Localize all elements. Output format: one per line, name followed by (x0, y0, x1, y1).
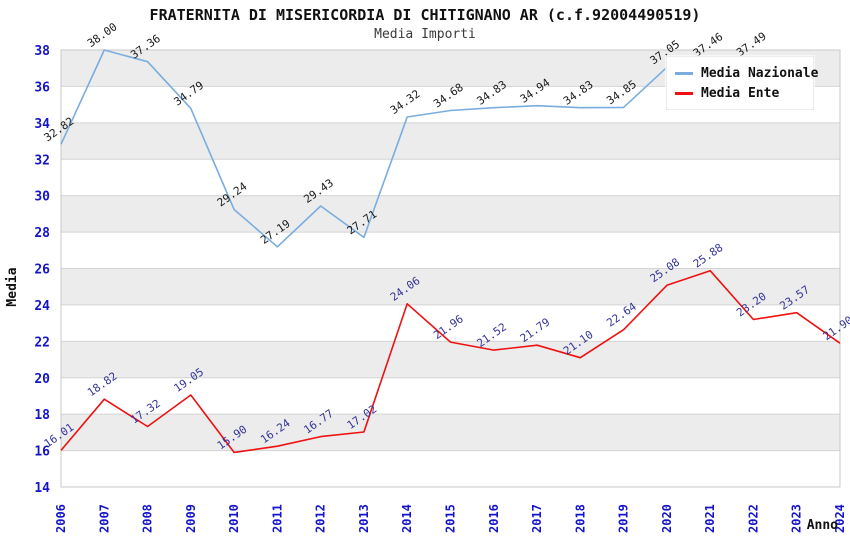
data-label-media-nazionale: 34.32 (388, 87, 423, 117)
plot-border (60, 49, 841, 488)
y-tick-label: 24 (34, 299, 50, 314)
data-label-media-ente: 21.90 (821, 313, 850, 343)
chart-title: FRATERNITA DI MISERICORDIA DI CHITIGNANO… (149, 6, 701, 24)
x-tick-label: 2006 (54, 504, 68, 533)
plot-band (61, 414, 840, 451)
legend-item-media-nazionale: Media Nazionale (675, 63, 818, 83)
x-tick-label: 2024 (833, 504, 847, 533)
x-tick-label: 2021 (703, 504, 717, 533)
y-tick-label: 32 (34, 153, 50, 168)
x-tick-label: 2014 (400, 504, 414, 533)
data-label-media-nazionale: 38.00 (85, 20, 120, 50)
x-tick-label: 2022 (746, 504, 760, 533)
x-tick-label: 2009 (184, 504, 198, 533)
x-tick-label: 2010 (227, 504, 241, 533)
legend-label-media-nazionale: Media Nazionale (701, 65, 819, 81)
legend-item-media-ente: Media Ente (675, 83, 805, 103)
x-axis-title: Anno (807, 518, 838, 533)
x-tick-label: 2007 (97, 504, 111, 533)
data-label-media-ente: 21.96 (431, 312, 466, 342)
plot-band (61, 268, 840, 305)
legend-label-media-ente: Media Ente (701, 85, 780, 101)
x-tick-label: 2016 (487, 504, 501, 533)
x-tick-label: 2011 (270, 504, 284, 533)
data-label-media-ente: 21.79 (518, 315, 553, 345)
legend-dash-media-nazionale-icon (675, 71, 693, 75)
y-tick-label: 36 (34, 80, 50, 95)
y-tick-label: 38 (34, 44, 50, 59)
chart-subtitle: Media Importi (374, 27, 476, 42)
y-tick-label: 26 (34, 263, 50, 278)
data-label-media-ente: 25.88 (691, 241, 726, 271)
plot-band (61, 195, 840, 233)
y-tick-label: 18 (34, 408, 50, 423)
x-tick-label: 2017 (530, 504, 544, 533)
y-tick-label: 20 (34, 372, 50, 387)
y-axis-title: Media (5, 267, 20, 306)
y-tick-label: 22 (34, 335, 50, 350)
y-tick-label: 16 (34, 445, 50, 460)
series-line-media-ente (60, 269, 841, 454)
x-tick-label: 2013 (357, 504, 371, 533)
chart-legend: Media Nazionale Media Ente (666, 56, 818, 110)
plot-band (61, 122, 840, 160)
x-tick-label: 2018 (573, 504, 587, 533)
y-tick-label: 34 (34, 117, 50, 132)
plot-band (61, 341, 840, 378)
x-tick-label: 2019 (617, 504, 631, 533)
x-tick-label: 2008 (141, 504, 155, 533)
series-line-media-nazionale (60, 49, 754, 248)
x-tick-label: 2023 (790, 504, 804, 533)
x-tick-label: 2012 (314, 504, 328, 533)
legend-dash-media-ente-icon (675, 91, 693, 95)
x-tick-label: 2015 (444, 504, 458, 533)
y-tick-label: 14 (34, 481, 50, 496)
y-tick-label: 30 (34, 190, 50, 205)
x-tick-label: 2020 (660, 504, 674, 533)
y-tick-label: 28 (34, 226, 50, 241)
